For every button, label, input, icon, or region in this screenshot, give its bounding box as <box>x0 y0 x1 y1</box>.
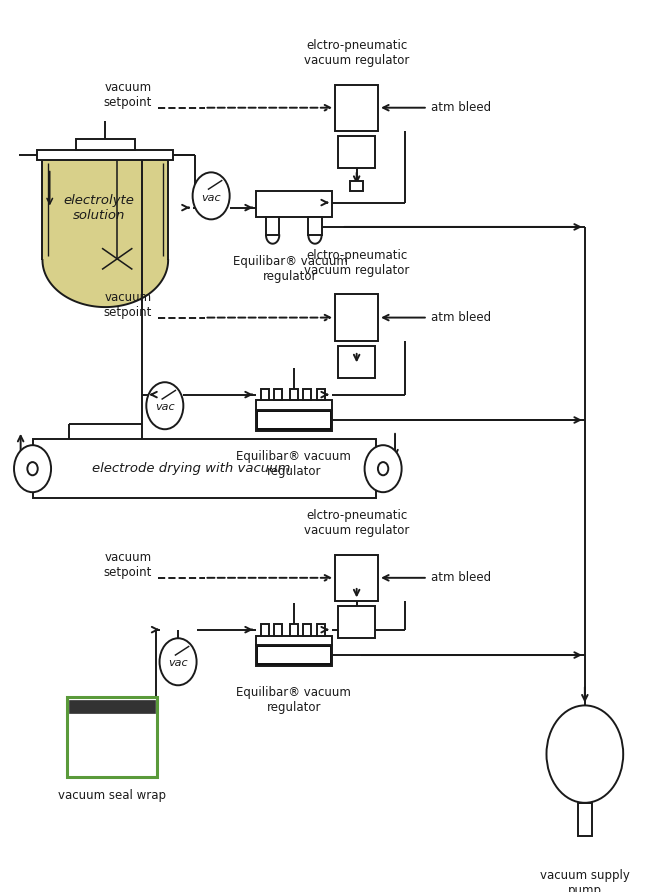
Bar <box>266 217 279 235</box>
Bar <box>335 555 378 601</box>
Text: elctro-pneumatic
vacuum regulator: elctro-pneumatic vacuum regulator <box>304 249 410 277</box>
Bar <box>290 624 298 635</box>
Bar <box>338 136 375 168</box>
Text: elctro-pneumatic
vacuum regulator: elctro-pneumatic vacuum regulator <box>304 38 410 67</box>
Circle shape <box>146 382 183 429</box>
Bar <box>33 439 376 498</box>
Bar <box>69 700 155 713</box>
Bar <box>335 85 378 131</box>
Bar <box>317 624 325 635</box>
Bar <box>257 648 330 664</box>
Bar <box>338 606 375 638</box>
Text: vac: vac <box>201 193 221 202</box>
Text: vacuum
setpoint: vacuum setpoint <box>103 291 151 319</box>
Bar <box>303 624 311 635</box>
Text: vacuum supply
pump: vacuum supply pump <box>540 869 630 892</box>
Bar <box>255 645 332 666</box>
Bar <box>37 150 173 161</box>
Bar <box>308 217 321 235</box>
Text: elctro-pneumatic
vacuum regulator: elctro-pneumatic vacuum regulator <box>304 508 410 537</box>
Bar <box>257 412 330 428</box>
Circle shape <box>193 172 229 219</box>
Polygon shape <box>43 161 168 307</box>
Text: electrolyte
solution: electrolyte solution <box>63 194 134 222</box>
Bar <box>255 635 332 645</box>
Bar <box>317 389 325 401</box>
Bar <box>290 389 298 401</box>
Circle shape <box>14 445 51 492</box>
Bar <box>274 389 282 401</box>
Bar <box>261 389 269 401</box>
Text: vac: vac <box>155 402 175 412</box>
Bar <box>255 410 332 431</box>
Bar <box>338 346 375 377</box>
Circle shape <box>378 462 388 475</box>
Bar <box>274 624 282 635</box>
Circle shape <box>365 445 402 492</box>
Circle shape <box>27 462 38 475</box>
Text: Equilibar® vacuum
regulator: Equilibar® vacuum regulator <box>233 255 348 283</box>
Text: Equilibar® vacuum
regulator: Equilibar® vacuum regulator <box>236 686 352 714</box>
Circle shape <box>546 706 623 803</box>
Text: atm bleed: atm bleed <box>431 101 491 114</box>
Bar <box>335 294 378 341</box>
Text: vacuum seal wrap: vacuum seal wrap <box>58 789 166 802</box>
Text: vac: vac <box>168 658 188 668</box>
Bar <box>350 181 364 191</box>
Bar <box>261 624 269 635</box>
Text: vacuum
setpoint: vacuum setpoint <box>103 81 151 109</box>
Text: atm bleed: atm bleed <box>431 571 491 584</box>
Bar <box>67 698 157 777</box>
Text: Equilibar® vacuum
regulator: Equilibar® vacuum regulator <box>236 450 352 478</box>
Text: electrode drying with vacuum: electrode drying with vacuum <box>92 462 290 475</box>
Text: atm bleed: atm bleed <box>431 311 491 324</box>
Bar <box>75 139 135 150</box>
Bar <box>255 191 332 217</box>
Bar <box>303 389 311 401</box>
Bar <box>578 803 592 837</box>
Circle shape <box>159 639 197 685</box>
Bar <box>255 401 332 410</box>
Text: vacuum
setpoint: vacuum setpoint <box>103 551 151 579</box>
